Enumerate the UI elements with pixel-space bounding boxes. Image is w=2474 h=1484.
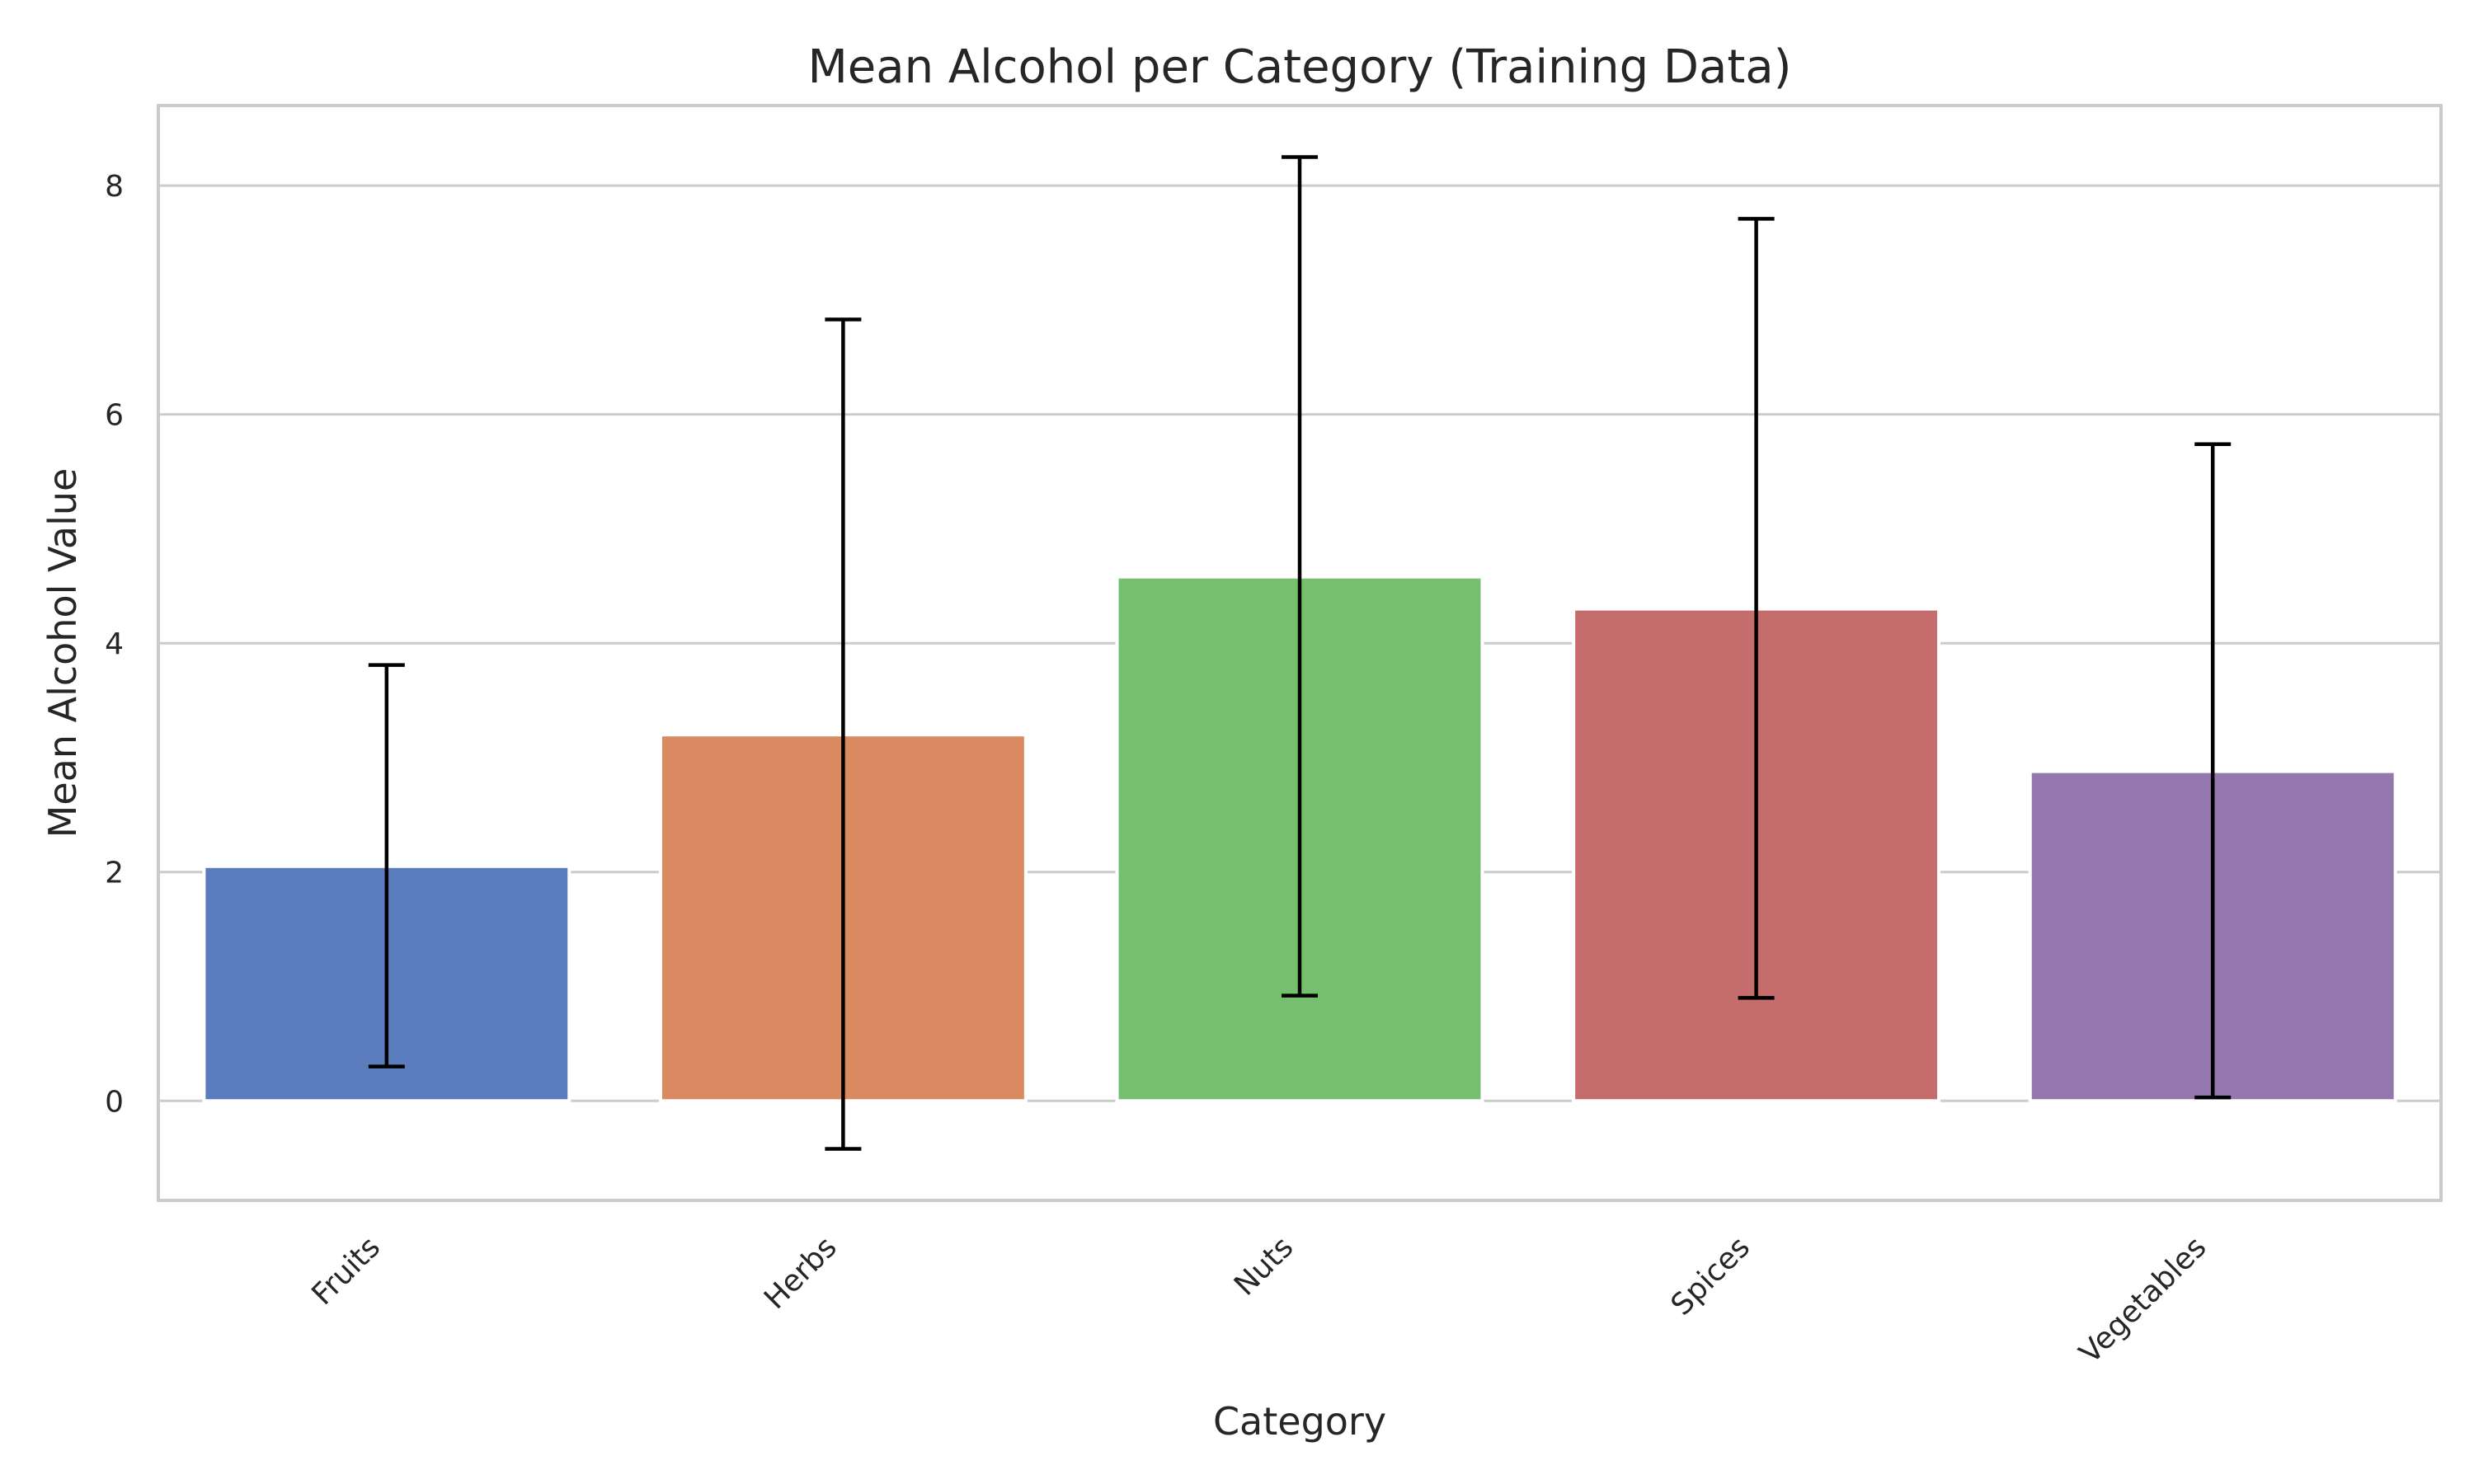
errorbar-vegetables [2194,442,2232,1100]
y-tick-label: 8 [105,170,124,204]
y-tick-label: 6 [105,399,124,433]
errorbar-spices [1738,217,1775,1000]
chart-title: Mean Alcohol per Category (Training Data… [807,40,1791,94]
plot-frame [157,104,2443,1202]
errorbar-layer [368,155,2232,1151]
y-tick-label: 0 [105,1085,124,1119]
y-tick-label: 2 [105,857,124,890]
y-tick-labels: 0 2 4 6 8 [105,170,124,1119]
x-tick-label-spices: Spices [1665,1230,1757,1322]
x-tick-labels: Fruits Herbs Nuts Spices Vegetables [305,1230,2213,1370]
x-tick-label-herbs: Herbs [758,1230,844,1316]
errorbar-herbs [825,317,862,1151]
y-tick-label: 4 [105,627,124,661]
x-axis-label: Category [1213,1399,1386,1444]
y-axis-label: Mean Alcohol Value [40,468,85,838]
x-tick-label-vegetables: Vegetables [2073,1230,2213,1370]
errorbar-nuts [1282,155,1318,998]
errorbar-fruits [368,663,405,1068]
x-tick-label-nuts: Nuts [1228,1230,1300,1302]
x-tick-label-fruits: Fruits [305,1230,387,1312]
